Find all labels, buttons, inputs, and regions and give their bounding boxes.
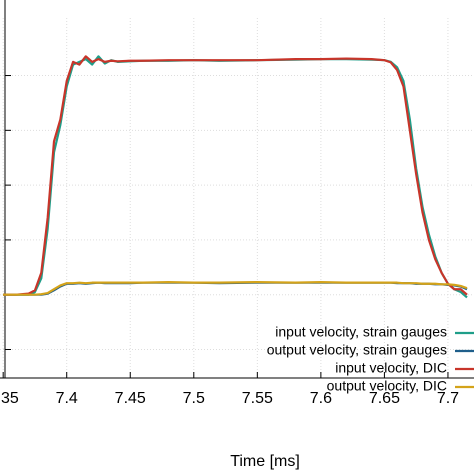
legend-label: output velocity, DIC <box>327 378 447 394</box>
x-tick-label: 7.55 <box>242 390 273 407</box>
series-line <box>3 55 468 299</box>
series-line <box>3 281 468 296</box>
series-line <box>3 55 468 296</box>
legend-label: output velocity, strain gauges <box>267 342 447 358</box>
x-tick-label: 7.4 <box>56 390 78 407</box>
x-tick-label: 7.45 <box>115 390 146 407</box>
x-tick-label: 7.35 <box>0 390 19 407</box>
legend-label: input velocity, DIC <box>335 360 447 376</box>
series-line <box>3 281 468 296</box>
x-tick-label: 7.6 <box>310 390 332 407</box>
x-tick-label: 7.5 <box>183 390 205 407</box>
x-tick-label: 7.7 <box>437 390 459 407</box>
x-axis-label: Time [ms] <box>230 453 300 470</box>
x-tick-label: 7.65 <box>369 390 400 407</box>
legend: input velocity, strain gauges output velo… <box>267 324 474 394</box>
legend-label: input velocity, strain gauges <box>275 324 447 340</box>
